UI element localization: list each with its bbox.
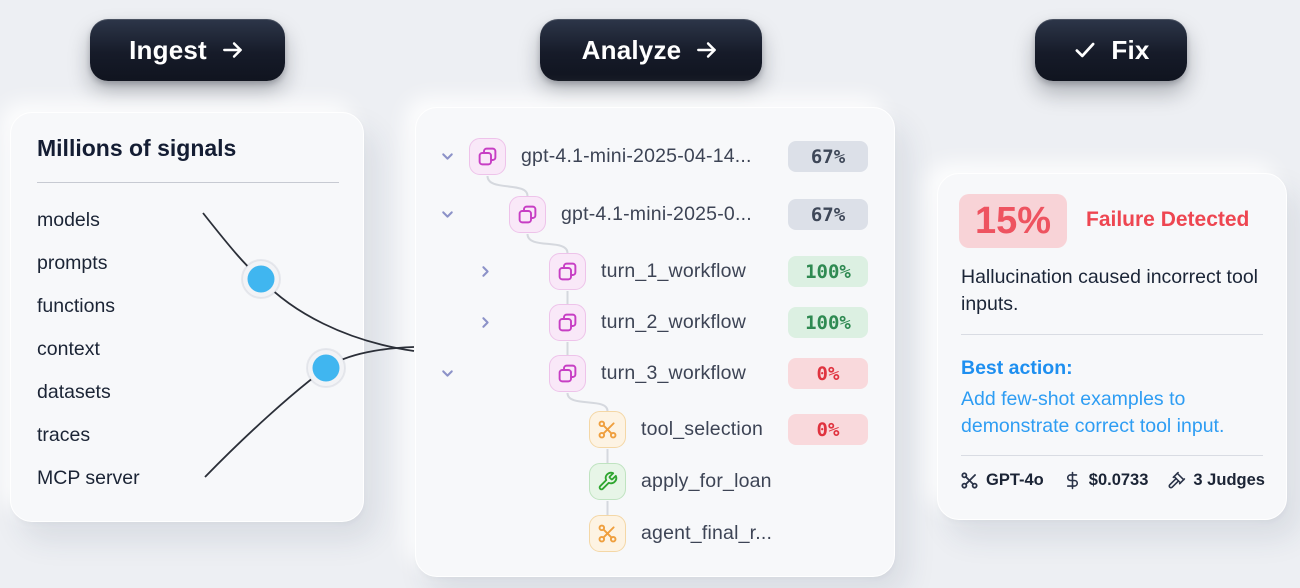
signal-item-functions: functions [37,295,116,317]
score-badge: 67% [788,199,868,230]
signal-item-mcp-server: MCP server [37,467,140,489]
cost-value: $0.0733 [1088,471,1149,489]
signal-item-context: context [37,338,100,360]
failure-detected-label: Failure Detected [1086,208,1250,231]
copy-icon [549,253,586,290]
fix-card: 15% Failure Detected Hallucination cause… [937,173,1287,520]
tree-row[interactable]: apply_for_loan [416,463,894,500]
fix-card-footer: GPT-4o $0.0733 3 Judges [960,471,1265,490]
analyze-label: Analyze [581,34,682,65]
arrow-right-icon [697,42,717,58]
tree-node-label: gpt-4.1-mini-2025-04-14... [521,145,752,167]
fix-label: Fix [1111,34,1150,65]
waypoints-icon [589,411,626,448]
chevron-down-icon[interactable] [439,148,456,165]
wrench-icon [589,463,626,500]
tree-row[interactable]: agent_final_r... [416,515,894,552]
analyze-button[interactable]: Analyze [540,19,762,81]
divider [961,334,1263,335]
judges-stat: 3 Judges [1167,471,1265,490]
signals-card: Millions of signals models prompts funct… [10,112,364,522]
signals-card-title: Millions of signals [37,135,237,161]
chevron-down-icon[interactable] [439,206,456,223]
signal-item-prompts: prompts [37,252,108,274]
tree-row[interactable]: turn_2_workflow 100% [416,304,894,341]
best-action-text: Add few-shot examples to demonstrate cor… [961,388,1225,437]
signal-item-datasets: datasets [37,381,111,403]
copy-icon [509,196,546,233]
tree-connector-lines [486,175,609,515]
score-badge: 0% [788,358,868,389]
waypoints-icon [961,472,978,489]
tree-node-label: turn_3_workflow [601,362,746,384]
waypoints-icon [589,515,626,552]
check-icon [1075,42,1095,58]
failure-description: Hallucination caused incorrect tool inpu… [961,266,1258,315]
copy-icon [549,304,586,341]
dollar-icon [1066,471,1078,490]
tree-node-label: gpt-4.1-mini-2025-0... [561,203,752,225]
tree-row[interactable]: turn_1_workflow 100% [416,253,894,290]
arrow-right-icon [222,42,242,58]
signals-list: models prompts functions context dataset… [37,199,140,500]
tree-node-label: tool_selection [641,418,764,440]
model-name: GPT-4o [986,471,1044,489]
tree-row[interactable]: turn_3_workflow 0% [416,355,894,392]
tree-row[interactable]: tool_selection 0% [416,411,894,448]
score-badge: 100% [788,307,868,338]
analyze-card: gpt-4.1-mini-2025-04-14... 67% gpt-4.1-m… [415,107,895,577]
ingest-button[interactable]: Ingest [90,19,285,81]
chevron-right-icon[interactable] [477,263,494,280]
model-stat: GPT-4o [960,471,1044,490]
chevron-right-icon[interactable] [477,314,494,331]
tree-node-label: agent_final_r... [641,522,773,544]
chevron-down-icon[interactable] [439,365,456,382]
best-action-label: Best action: [961,357,1073,379]
signal-item-models: models [37,209,100,231]
score-badge: 0% [788,414,868,445]
tree-node-label: turn_1_workflow [601,260,746,282]
ingest-label: Ingest [129,34,207,65]
divider [961,455,1263,456]
tree-row[interactable]: gpt-4.1-mini-2025-0... 67% [416,196,894,233]
cost-stat: $0.0733 [1063,471,1149,490]
gavel-icon [1168,471,1186,489]
copy-icon [549,355,586,392]
tree-node-label: apply_for_loan [641,470,772,492]
judges-count: 3 Judges [1193,471,1265,489]
divider [37,182,339,183]
fix-button[interactable]: Fix [1035,19,1187,81]
score-badge: 67% [788,141,868,172]
tree-node-label: turn_2_workflow [601,311,746,333]
signal-item-traces: traces [37,424,91,446]
failure-rate-badge: 15% [959,194,1067,248]
tree-row[interactable]: gpt-4.1-mini-2025-04-14... 67% [416,138,894,175]
score-badge: 100% [788,256,868,287]
copy-icon [469,138,506,175]
